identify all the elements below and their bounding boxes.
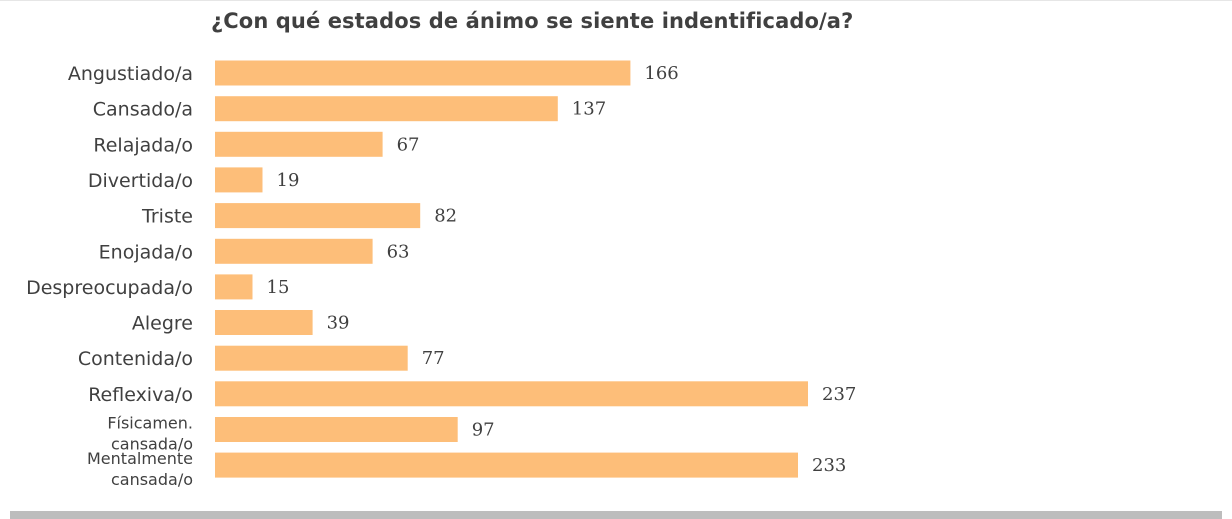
category-label-0: Angustiado/a — [68, 63, 193, 85]
bar-1 — [215, 96, 558, 122]
bar-2 — [215, 131, 383, 157]
value-label-6: 15 — [267, 277, 290, 298]
bar-4 — [215, 203, 421, 229]
value-label-11: 233 — [812, 455, 846, 476]
bar-10 — [215, 417, 458, 442]
chart-title: ¿Con qué estados de ánimo se siente inde… — [211, 9, 854, 33]
bottom-scrollbar-strip — [10, 511, 1222, 519]
bar-11 — [215, 452, 798, 478]
value-label-9: 237 — [822, 384, 856, 405]
bar-3 — [215, 167, 263, 193]
value-label-1: 137 — [572, 99, 606, 120]
value-label-7: 39 — [327, 313, 350, 334]
category-label-4: Triste — [141, 206, 193, 228]
category-label-7: Alegre — [132, 313, 193, 335]
bar-8 — [215, 345, 408, 371]
category-label-1: Cansado/a — [93, 99, 193, 121]
category-label-8: Contenida/o — [78, 348, 193, 370]
category-label-5: Enojada/o — [99, 241, 193, 263]
bar-5 — [215, 238, 373, 264]
bar-0 — [215, 60, 631, 86]
category-label-11: Mentalmente cansada/o — [87, 449, 193, 489]
bar-7 — [215, 310, 313, 335]
category-label-6: Despreocupada/o — [26, 277, 193, 299]
value-label-3: 19 — [277, 170, 300, 191]
value-label-5: 63 — [387, 241, 410, 262]
category-label-2: Relajada/o — [93, 134, 193, 156]
value-label-8: 77 — [422, 348, 445, 369]
bar-9 — [215, 381, 808, 407]
bar-6 — [215, 274, 253, 300]
category-label-9: Reflexiva/o — [88, 384, 193, 406]
value-label-0: 166 — [644, 63, 678, 84]
value-label-2: 67 — [397, 134, 420, 155]
category-label-10: Físicamen. cansada/o — [107, 414, 193, 454]
value-label-4: 82 — [434, 206, 457, 227]
top-border — [0, 0, 1232, 1]
category-label-3: Divertida/o — [88, 170, 193, 192]
value-label-10: 97 — [472, 420, 495, 441]
